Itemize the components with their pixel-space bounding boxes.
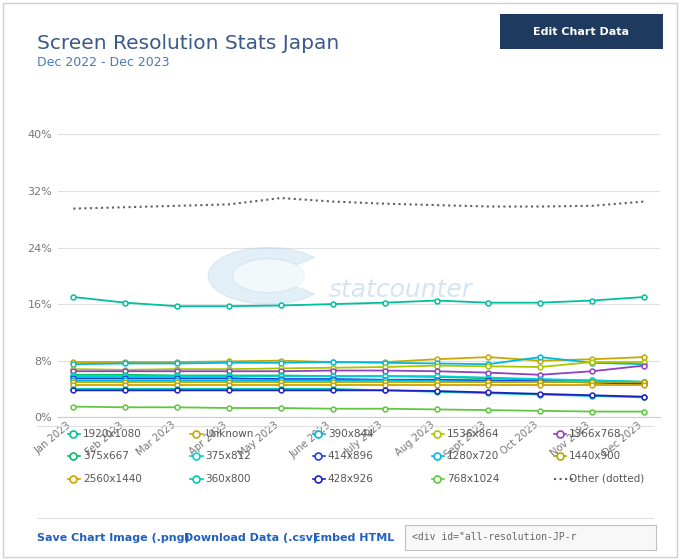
Text: 1366x768: 1366x768 [569, 429, 622, 439]
Text: Edit Chart Data: Edit Chart Data [533, 27, 630, 36]
Text: 768x1024: 768x1024 [447, 474, 499, 484]
Text: Save Chart Image (.png): Save Chart Image (.png) [37, 533, 190, 543]
Text: 360x800: 360x800 [205, 474, 251, 484]
Text: statcounter: statcounter [329, 278, 473, 302]
Text: Unknown: Unknown [205, 429, 254, 439]
Text: 1280x720: 1280x720 [447, 451, 499, 461]
Text: Other (dotted): Other (dotted) [569, 474, 645, 484]
Text: 414x896: 414x896 [328, 451, 373, 461]
Text: 1536x864: 1536x864 [447, 429, 499, 439]
Text: 1920x1080: 1920x1080 [83, 429, 141, 439]
Text: Dec 2022 - Dec 2023: Dec 2022 - Dec 2023 [37, 56, 170, 69]
Text: 375x667: 375x667 [83, 451, 129, 461]
Text: 2560x1440: 2560x1440 [83, 474, 142, 484]
Wedge shape [208, 248, 315, 304]
Text: 390x844: 390x844 [328, 429, 373, 439]
Text: Download Data (.csv): Download Data (.csv) [184, 533, 318, 543]
Text: Embed HTML: Embed HTML [313, 533, 394, 543]
Text: 1440x900: 1440x900 [569, 451, 622, 461]
Text: 375x812: 375x812 [205, 451, 251, 461]
Text: Screen Resolution Stats Japan: Screen Resolution Stats Japan [37, 34, 339, 53]
Text: <div id="all-resolution-JP-r: <div id="all-resolution-JP-r [412, 533, 577, 542]
Circle shape [233, 259, 305, 293]
Text: 428x926: 428x926 [328, 474, 373, 484]
